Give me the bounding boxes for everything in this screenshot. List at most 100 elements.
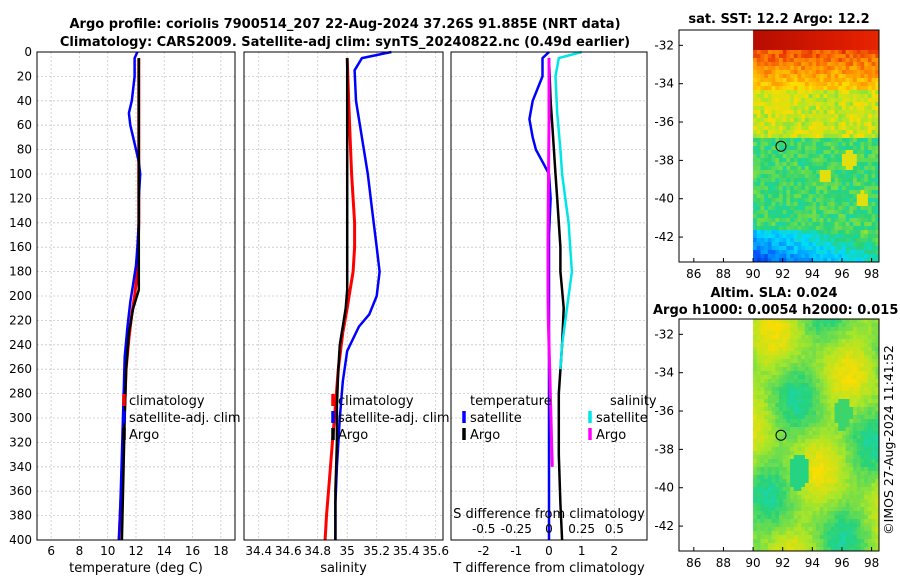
sla_map-cell bbox=[812, 355, 817, 360]
sst_map-cell bbox=[856, 170, 861, 175]
sst_map-cell bbox=[867, 134, 872, 139]
sst_map-cell bbox=[812, 198, 817, 203]
sla_map-cell bbox=[864, 415, 869, 420]
sst_map-cell bbox=[867, 66, 872, 71]
sla_map-cell bbox=[849, 447, 854, 452]
sst_map-cell bbox=[871, 230, 876, 235]
sla_map-cell bbox=[849, 451, 854, 456]
sla_map-cell bbox=[756, 427, 761, 432]
sla_map-cell bbox=[834, 423, 839, 428]
sst_map-cell bbox=[782, 254, 787, 259]
sst_map-ytick-label: -34 bbox=[654, 77, 674, 91]
sla_map-cell bbox=[867, 391, 872, 396]
sst_map-cell bbox=[760, 254, 765, 259]
sst_map-cell bbox=[790, 222, 795, 227]
sst_map-cell bbox=[767, 210, 772, 215]
sla_map-cell bbox=[756, 335, 761, 340]
sst_map-cell bbox=[856, 150, 861, 155]
sst_map-cell bbox=[830, 50, 835, 55]
sst_map-cell bbox=[775, 110, 780, 115]
sst_map-cell bbox=[856, 50, 861, 55]
sla_map-cell bbox=[767, 431, 772, 436]
sla_map-cell bbox=[767, 395, 772, 400]
sst_map-cell bbox=[760, 86, 765, 91]
sst_map-cell bbox=[786, 250, 791, 255]
depth-tick-label: 0 bbox=[24, 45, 32, 59]
sla_map-cell bbox=[804, 487, 810, 492]
sst_map-cell bbox=[834, 234, 839, 239]
sst_map-cell bbox=[819, 70, 824, 75]
sst_map-cell bbox=[856, 246, 861, 251]
sst_map-cell bbox=[812, 234, 817, 239]
sst_map-cell bbox=[753, 78, 758, 83]
temp-xtick-label: 8 bbox=[76, 544, 84, 558]
sla_map-cell bbox=[760, 335, 765, 340]
sst_map-cell bbox=[871, 118, 876, 123]
sst_map-cell bbox=[827, 94, 832, 99]
sst_map-cell bbox=[808, 74, 813, 79]
sst_map-cell bbox=[771, 138, 776, 143]
sla_map-cell bbox=[753, 491, 758, 496]
sla_map-cell bbox=[753, 375, 758, 380]
sst_map-cell bbox=[801, 70, 806, 75]
sla_map-cell bbox=[841, 483, 847, 488]
sst_map-cell bbox=[760, 118, 765, 123]
sst_map-cell bbox=[771, 158, 776, 163]
sla_map-cell bbox=[808, 367, 813, 372]
sst_map-cell bbox=[819, 226, 824, 231]
sla_map-cell bbox=[812, 407, 817, 412]
sla_map-cell bbox=[816, 543, 821, 548]
sla_map-cell bbox=[849, 399, 854, 404]
sst_map-cell bbox=[812, 186, 817, 191]
sla_map-cell bbox=[808, 475, 813, 480]
sst_map-cell bbox=[771, 258, 776, 263]
sla_map-cell bbox=[760, 451, 765, 456]
sla_map-cell bbox=[804, 491, 810, 496]
sla_map-cell bbox=[801, 463, 806, 468]
sla_map-cell bbox=[760, 319, 765, 324]
sst_map-cell bbox=[864, 230, 869, 235]
sla_map-cell bbox=[816, 527, 821, 532]
sst_map-cell bbox=[838, 86, 843, 91]
sla_map-cell bbox=[867, 447, 872, 452]
sst_map-cell bbox=[786, 90, 791, 95]
sst_map-cell bbox=[801, 250, 806, 255]
sst_map-cell bbox=[782, 226, 787, 231]
sla_map-cell bbox=[775, 387, 780, 392]
sst_map-cell bbox=[786, 174, 791, 179]
sst_map-cell bbox=[830, 174, 835, 179]
sla_map-cell bbox=[764, 443, 769, 448]
sst_map-cell bbox=[834, 198, 839, 203]
sst_map-cell bbox=[827, 250, 832, 255]
sst_map-cell bbox=[753, 150, 758, 155]
sst_map-cell bbox=[771, 210, 776, 215]
sla_map-cell bbox=[797, 547, 802, 552]
sst_map-cell bbox=[808, 146, 813, 151]
sla_map-cell bbox=[827, 499, 832, 504]
sst_map-cell bbox=[753, 158, 758, 163]
sst_map-cell bbox=[845, 258, 850, 263]
sst_map-cell bbox=[790, 142, 795, 147]
sla_map-cell bbox=[853, 319, 858, 324]
sla_map-cell bbox=[756, 523, 761, 528]
sst_map-cell bbox=[760, 218, 765, 223]
sla_map-cell bbox=[760, 435, 765, 440]
sla_map-cell bbox=[819, 391, 824, 396]
sst_map-cell bbox=[867, 210, 872, 215]
sla_map-cell bbox=[838, 467, 843, 472]
sla_map-cell bbox=[860, 491, 865, 496]
sla_map-cell bbox=[853, 367, 858, 372]
sst_map-cell bbox=[812, 214, 817, 219]
sla_map-cell bbox=[845, 391, 850, 396]
sst_map-cell bbox=[753, 210, 758, 215]
sla_map-cell bbox=[838, 319, 843, 324]
sla_map-cell bbox=[856, 339, 861, 344]
sst_map-cell bbox=[838, 82, 843, 87]
sst_map-cell bbox=[853, 158, 858, 163]
sst_map-cell bbox=[790, 150, 795, 155]
sla_map-cell bbox=[853, 443, 858, 448]
sla_map-cell bbox=[808, 363, 813, 368]
sst_map-cell bbox=[782, 222, 787, 227]
sla_map-cell bbox=[819, 511, 824, 516]
sst_map-cell bbox=[841, 234, 847, 239]
